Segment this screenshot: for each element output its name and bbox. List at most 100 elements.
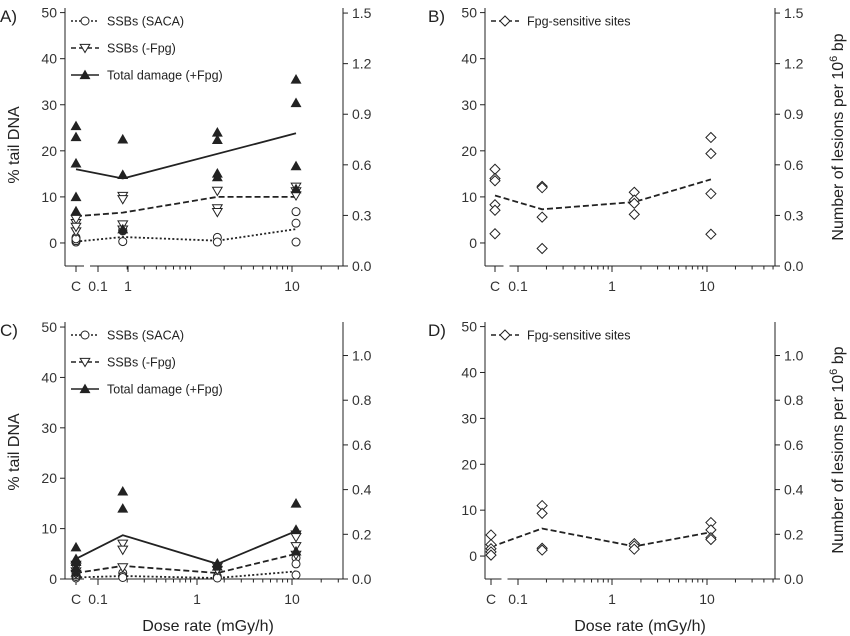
right-tick-label: 0.6 [352,437,372,453]
right-axis-title-bottom-sup: 6 [828,369,840,375]
data-point-triangle-up [290,498,302,508]
left-axis-title-top: % tail DNA [6,106,23,184]
legend-label: SSBs (-Fpg) [107,42,176,56]
right-axis-title-top: Number of lesions per 106 bp [828,33,847,240]
right-tick-label: 0.9 [352,106,372,122]
data-point-diamond [489,163,501,175]
left-tick-label: 10 [461,502,477,518]
x-tick-label: 1 [124,278,132,294]
left-tick-label: 40 [461,364,477,380]
legend-marker-circle [80,16,90,26]
legend-label: SSBs (SACA) [107,15,184,29]
data-point-triangle-up [70,131,82,142]
data-point-diamond [705,147,717,160]
data-point-diamond [628,208,640,221]
right-axis-title-bottom: Number of lesions per 106 bp [828,346,847,553]
data-point-triangle-up [211,134,223,144]
left-tick-label: 0 [469,235,477,251]
legend-marker-triangle-up [79,383,91,394]
right-axis-title-bottom-end: bp [830,346,847,368]
data-point-diamond [705,187,717,200]
panel-label: B) [428,7,445,26]
data-point-triangle-up [290,97,302,108]
data-point-triangle-up [211,561,223,571]
data-point-circle [118,572,128,582]
legend-label: SSBs (SACA) [107,329,184,343]
right-axis-title-bottom-main: Number of lesions per 10 [830,375,847,554]
data-point-triangle-up [290,74,302,84]
left-tick-label: 50 [461,5,477,21]
right-tick-label: 0.4 [784,482,804,498]
data-point-diamond [536,242,548,255]
series-line [494,178,712,211]
left-tick-label: 20 [461,456,477,472]
data-point-diamond [536,211,548,223]
data-point-diamond [485,549,497,561]
left-tick-label: 20 [41,143,57,159]
right-tick-label: 1.5 [784,5,804,21]
right-tick-label: 1.5 [352,5,372,21]
data-point-triangle-up [70,567,82,577]
right-axis-title-top-main: Number of lesions per 10 [830,62,847,241]
x-tick-label: 10 [699,591,715,607]
x-tick-label: 1 [608,591,616,607]
legend-label: Fpg-sensitive sites [527,329,631,343]
right-tick-label: 0.8 [352,392,372,408]
panel-label: D) [428,321,446,340]
data-point-triangle-up [117,485,129,496]
left-tick-label: 40 [461,51,477,67]
data-point-triangle-down [117,539,129,550]
data-point-triangle-up [70,205,82,216]
panel-c: 0 10 20 30 40 50 0.0 0.2 0.4 0.6 0.8 1.0 C 0.1 1 10 C) SS… [0,319,372,607]
x-tick-label: C [71,278,81,294]
data-point-triangle-up [70,120,82,131]
data-point-triangle-up [290,183,302,194]
x-tick-label: 10 [699,278,715,294]
x-tick-label: C [490,278,500,294]
data-point-diamond [628,197,640,210]
legend-label: SSBs (-Fpg) [107,356,176,370]
right-tick-label: 0.3 [784,207,804,223]
right-tick-label: 0.9 [784,106,804,122]
panel-d: 0 10 20 30 40 50 0.0 0.2 0.4 0.6 0.8 1.0 C 0.1 1 10 D) Fp… [428,319,804,607]
data-point-triangle-up [117,503,129,513]
panel-b: 0 10 20 30 40 50 0.0 0.3 0.6 0.9 1.2 1.5 C 0.1 1 10 B) Fp… [428,5,804,294]
data-point-triangle-up [117,223,129,234]
series-line [75,228,297,243]
right-tick-label: 0.2 [784,526,804,542]
panel-a: 0 10 20 30 40 50 0.0 0.3 0.6 0.9 1.2 1.5 C 0.1 1 10 A) SS… [0,5,372,294]
legend-marker-triangle-down [79,43,91,54]
right-tick-label: 0.0 [352,258,372,274]
left-tick-label: 30 [461,410,477,426]
right-tick-label: 0.8 [784,392,804,408]
x-tick-label: 10 [284,278,300,294]
data-point-triangle-down [117,195,129,205]
left-tick-label: 0 [469,548,477,564]
left-tick-label: 10 [41,189,57,205]
left-tick-label: 0 [49,571,57,587]
left-tick-label: 30 [41,420,57,436]
data-point-triangle-up [70,191,82,202]
data-point-triangle-down [70,222,82,233]
data-point-circle [291,237,301,247]
right-tick-label: 0.2 [352,526,372,542]
legend-marker-triangle-down [79,357,91,368]
right-tick-label: 0.0 [784,258,804,274]
data-point-diamond [705,131,717,144]
x-tick-label: 1 [193,591,201,607]
data-point-circle [291,218,301,228]
right-tick-label: 0.4 [352,482,372,498]
data-point-diamond [705,228,717,240]
data-point-diamond [536,181,548,194]
left-tick-label: 50 [41,319,57,335]
data-point-triangle-up [117,133,129,144]
data-point-triangle-down [211,207,224,218]
x-tick-label: 1 [608,278,616,294]
data-point-circle [212,237,222,247]
right-axis-title-top-end: bp [830,33,847,55]
x-tick-label: 0.1 [508,591,528,607]
x-tick-label: C [71,591,81,607]
data-point-triangle-up [70,541,82,552]
